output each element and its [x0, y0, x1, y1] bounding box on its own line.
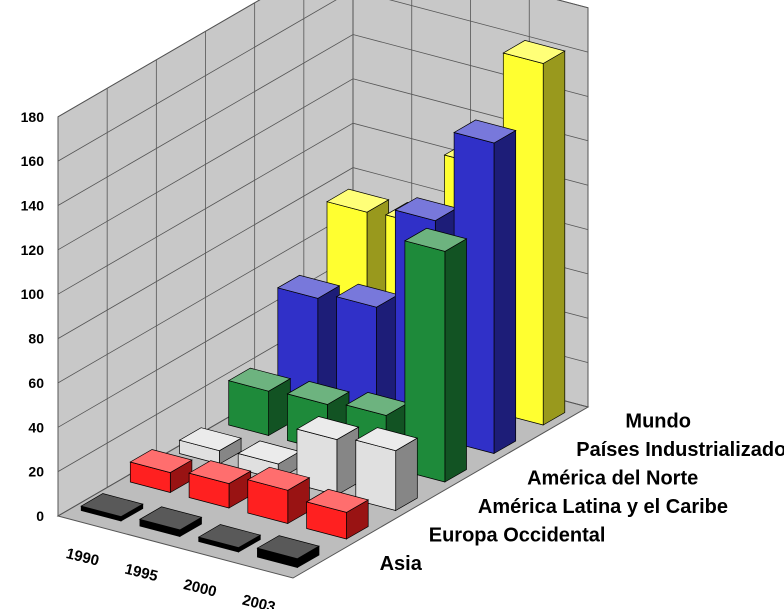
y-tick-label: 60: [28, 375, 44, 391]
series-label: Europa Occidental: [429, 524, 606, 546]
x-tick-label: 1995: [123, 561, 159, 586]
bar-top: [178, 427, 243, 452]
bar-top: [227, 367, 292, 392]
bars: [80, 40, 566, 569]
bar-side: [542, 50, 566, 426]
x-tick-label: 1990: [64, 545, 100, 570]
y-tick-label: 160: [21, 153, 45, 169]
series-label: América Latina y el Caribe: [478, 496, 728, 518]
x-tick-label: 2003: [240, 592, 276, 609]
bar: [80, 493, 144, 522]
bar-top: [286, 381, 350, 405]
y-tick-label: 100: [21, 286, 45, 302]
bar: [256, 535, 320, 569]
bar-top: [276, 274, 341, 299]
bar: [227, 367, 292, 437]
series-labels: Asia Europa Occidental América Latina y el…: [380, 410, 784, 575]
bar-top: [256, 535, 320, 560]
bar: [246, 466, 311, 525]
series-label: América del Norte: [527, 467, 698, 489]
series-label: Mundo: [625, 410, 691, 432]
y-tick-label: 0: [36, 508, 44, 524]
bar-top: [197, 524, 262, 548]
bar: [305, 488, 370, 540]
bar: [197, 524, 262, 553]
bar-top: [326, 188, 390, 213]
bar-side: [493, 129, 517, 455]
bar-top: [403, 227, 468, 252]
bar: [138, 506, 203, 538]
bar-side: [444, 238, 467, 483]
series-label: Países Industrializados: [576, 439, 784, 461]
bar: [403, 227, 468, 483]
bar: [129, 449, 193, 494]
y-tick-label: 140: [21, 197, 45, 213]
y-tick-label: 20: [28, 464, 44, 480]
x-tick-label: 2000: [182, 576, 218, 601]
bar-top: [188, 460, 252, 484]
y-tick-label: 120: [21, 242, 45, 258]
bar: [178, 427, 243, 465]
bar-top: [246, 466, 311, 491]
bar: [354, 427, 419, 512]
y-tick-label: 180: [21, 109, 45, 125]
bar-top: [354, 427, 419, 452]
series-label: Asia: [380, 553, 423, 575]
y-tick-label: 80: [28, 331, 44, 347]
bar-top: [453, 119, 517, 144]
y-tick-label: 40: [28, 419, 44, 435]
bar-top: [129, 449, 193, 473]
bar-top: [305, 488, 370, 513]
y-axis-ticks: 0 20 40 60 80 100 120 140 160 180: [21, 109, 45, 524]
bar-top: [80, 493, 144, 517]
bar-top: [296, 416, 360, 440]
bar: [188, 460, 252, 509]
bar: [286, 381, 350, 452]
bar-top: [138, 506, 203, 531]
bar-top: [502, 40, 566, 64]
bar: [276, 274, 341, 408]
